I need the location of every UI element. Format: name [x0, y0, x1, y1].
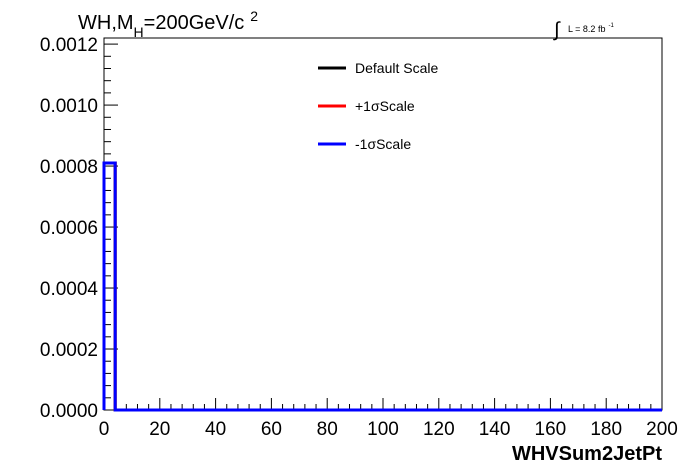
x-axis-label: WHVSum2JetPt [512, 443, 662, 465]
y-tick-label: 0.0000 [40, 401, 98, 422]
x-tick-label: 100 [367, 419, 399, 440]
legend-label: +1σScale [355, 98, 415, 114]
y-tick-label: 0.0010 [40, 96, 98, 117]
x-tick-label: 40 [205, 419, 226, 440]
plot-frame [103, 37, 663, 411]
series-line [102, 161, 662, 412]
integral-symbol: ∫ [553, 19, 561, 41]
lumi-text: L = 8.2 fb -1 [568, 23, 614, 34]
legend-label: Default Scale [355, 60, 438, 76]
chart-title: WH,MH=200GeV/c 2 [78, 8, 258, 40]
y-tick-label: 0.0002 [40, 340, 98, 361]
y-tick-label: 0.0006 [40, 218, 98, 239]
x-tick-label: 80 [317, 419, 338, 440]
title-subscript: H [134, 24, 144, 40]
x-tick-label: 200 [646, 419, 678, 440]
lumi-value: L = 8.2 fb [568, 24, 605, 34]
y-tick-label: 0.0004 [40, 279, 99, 300]
legend: Default Scale +1σScale -1σScale [318, 60, 438, 152]
x-tick-label: 140 [479, 419, 511, 440]
x-tick-label: 180 [590, 419, 622, 440]
x-axis-ticks: 0 20 40 60 80 100 120 140 160 180 200 [99, 398, 678, 440]
title-superscript: 2 [250, 8, 258, 24]
series-layer [102, 161, 662, 412]
title-prefix: WH,M [78, 12, 134, 34]
y-tick-label: 0.0008 [40, 157, 98, 178]
lumi-superscript: -1 [608, 23, 614, 29]
title-suffix: =200GeV/c [144, 12, 245, 34]
y-tick-label: 0.0012 [40, 35, 98, 56]
legend-label: -1σScale [355, 136, 411, 152]
luminosity-label: ∫ L = 8.2 fb -1 [553, 19, 614, 41]
x-tick-label: 160 [535, 419, 567, 440]
y-axis-ticks: 0.0000 0.0002 0.0004 0.0006 0.0008 0.0010 0.00… [40, 35, 118, 422]
x-tick-label: 0 [99, 419, 110, 440]
x-tick-label: 60 [261, 419, 282, 440]
x-tick-label: 20 [149, 419, 170, 440]
x-tick-label: 120 [423, 419, 455, 440]
